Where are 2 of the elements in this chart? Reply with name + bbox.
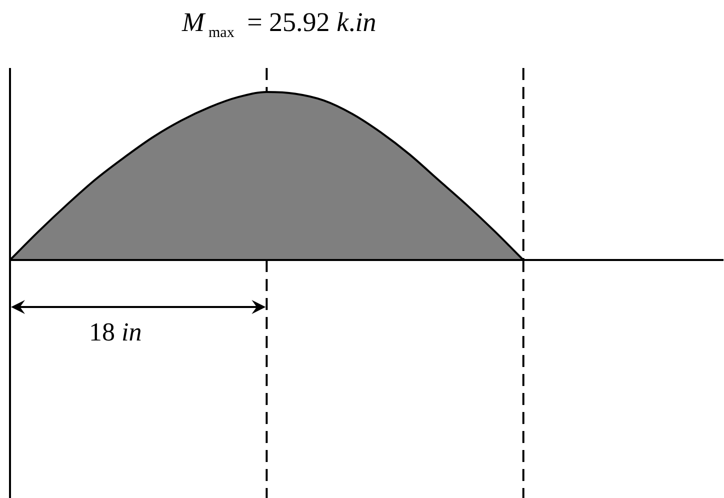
chart-title: M$_{max}$ = 25.92 k.in <box>182 6 376 42</box>
text: 18 in <box>89 318 142 348</box>
